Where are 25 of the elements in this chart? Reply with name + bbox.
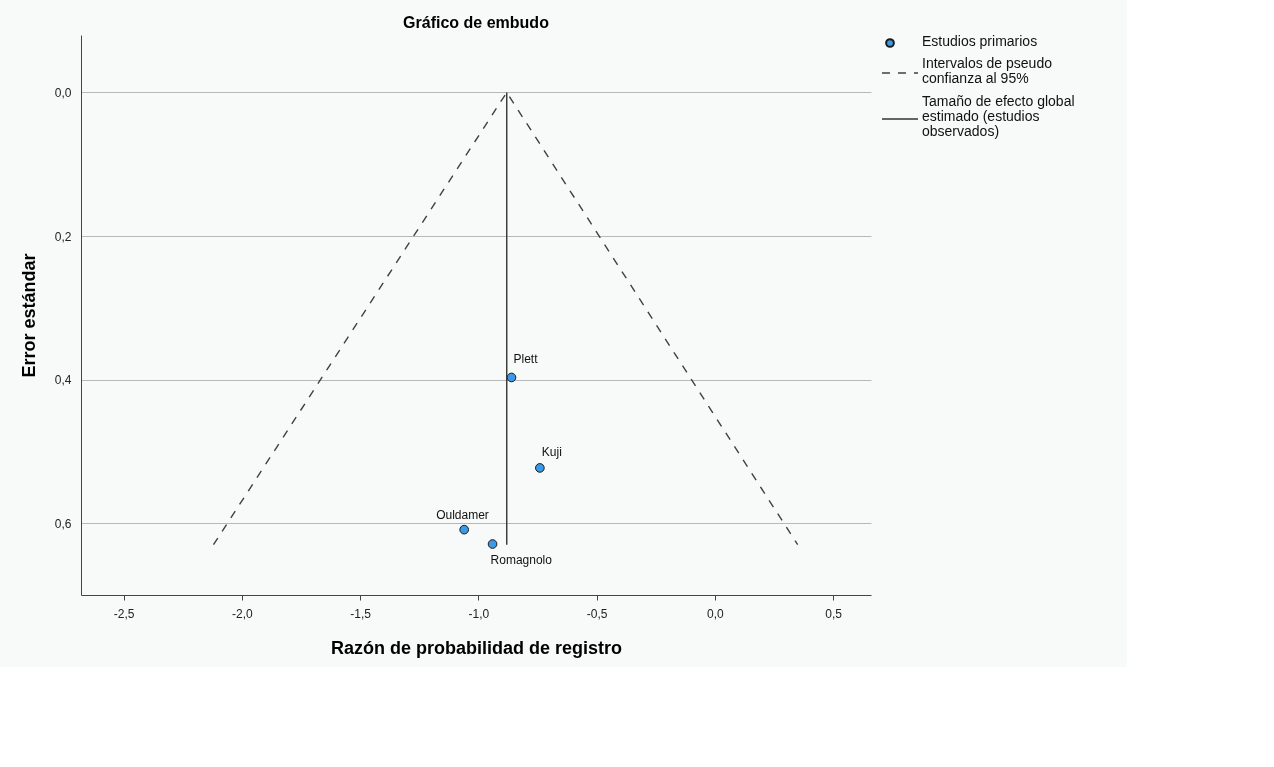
x-tick-label: -2,0 [231,606,253,621]
point [535,463,545,473]
y-tick-label: 0,0 [54,85,72,100]
legend-label: Intervalos de pseudo confianza al 95% [922,55,1053,86]
annotation: Romagnolo [490,553,553,568]
x-tick-label: 0,5 [825,606,843,621]
legend-label: Tamaño de efecto global estimado (estudios observados) [922,93,1075,139]
x-tick-label: -2,5 [113,606,135,621]
point [487,539,498,549]
point [459,524,469,535]
x-tick-label: -1,5 [350,606,372,621]
y-axis-title: Error estándar [18,253,39,378]
x-tick-label: -1,0 [468,606,490,621]
chart-title: Gráfico de embudo [403,14,550,31]
y-tick-label: 0,4 [54,373,72,388]
x-tick-label: -0,5 [586,606,608,621]
legend-label: Estudios primarios [922,33,1038,49]
y-tick-label: 0,2 [54,229,72,244]
x-axis-title: Razón de probabilidad de registro [330,637,623,658]
annotation: Ouldamer [436,507,489,522]
annotation: Kuji [541,444,562,459]
annotation: Plett [513,352,539,367]
x-tick-label: 0,0 [707,606,725,621]
y-tick-label: 0,6 [54,516,72,531]
point [506,372,517,383]
